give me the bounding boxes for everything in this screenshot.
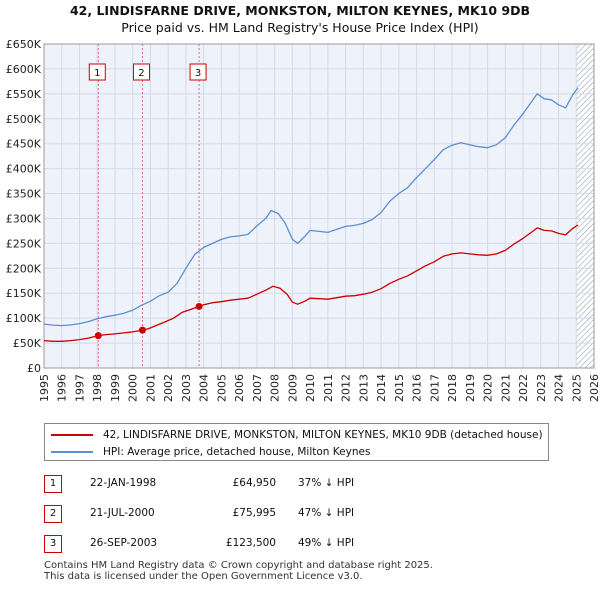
transaction-vs-hpi: 49% ↓ HPI: [298, 537, 355, 549]
x-tick-label: 2004: [198, 374, 211, 402]
y-tick-label: £50K: [13, 337, 42, 350]
x-tick-label: 1998: [91, 374, 104, 402]
x-tick-label: 2015: [393, 374, 406, 402]
table-row: 1 22-JAN-1998 £64,950 37% ↓ HPI: [44, 475, 564, 495]
chart: £0 £50K £100K £150K £200K £250K £300K £350K £400…: [6, 38, 600, 402]
sale-number-label: 2: [138, 68, 144, 79]
legend-label-hpi: HPI: Average price, detached house, Milt…: [103, 446, 371, 458]
y-tick-label: £300K: [6, 212, 42, 225]
legend-label-price-paid: 42, LINDISFARNE DRIVE, MONKSTON, MILTON …: [103, 429, 543, 441]
plot-frame: [43, 43, 595, 369]
legend: 42, LINDISFARNE DRIVE, MONKSTON, MILTON …: [44, 423, 549, 461]
chart-subtitle: Price paid vs. HM Land Registry's House …: [121, 20, 479, 35]
sale-number-box: [189, 63, 207, 81]
x-tick-label: 2016: [411, 374, 424, 402]
transaction-vs-hpi: 47% ↓ HPI: [298, 507, 355, 519]
x-tick-label: 2011: [322, 374, 335, 402]
sale-number-box: [132, 63, 150, 81]
legend-item-price-paid: 42, LINDISFARNE DRIVE, MONKSTON, MILTON …: [51, 426, 543, 444]
chart-title: 42, LINDISFARNE DRIVE, MONKSTON, MILTON …: [69, 3, 531, 18]
footer: Contains HM Land Registry data © Crown c…: [44, 560, 433, 582]
x-tick-label: 2006: [233, 374, 246, 402]
x-tick-label: 1996: [56, 374, 69, 402]
x-tick-label: 2013: [357, 374, 370, 402]
y-tick-label: £100K: [6, 312, 42, 325]
transaction-vs-hpi: 37% ↓ HPI: [298, 477, 355, 489]
y-tick-label: £200K: [6, 262, 42, 275]
sale-number-label: 1: [94, 68, 100, 79]
transaction-price: £75,995: [232, 507, 276, 519]
x-tick-label: 2025: [570, 374, 583, 402]
x-tick-label: 2014: [375, 374, 388, 402]
x-tick-label: 2026: [588, 374, 600, 402]
sale-number-box: [88, 63, 106, 81]
y-tick-label: £150K: [6, 287, 42, 300]
table-row: 3 26-SEP-2003 £123,500 49% ↓ HPI: [44, 535, 564, 555]
y-tick-label: £450K: [6, 138, 42, 151]
transaction-date: 21-JUL-2000: [90, 507, 155, 519]
x-tick-label: 1999: [109, 374, 122, 402]
x-tick-label: 2018: [446, 374, 459, 402]
hpi-series-line: [43, 87, 579, 327]
x-tick-label: 1995: [38, 374, 51, 402]
sale-point: [94, 332, 102, 340]
plot-background: [44, 44, 594, 368]
x-tick-label: 2019: [464, 374, 477, 402]
footer-licence: This data is licensed under the Open Gov…: [44, 571, 363, 582]
legend-swatch-hpi: [51, 451, 93, 453]
x-tick-label: 1997: [73, 374, 86, 402]
y-tick-label: £250K: [6, 237, 42, 250]
x-tick-label: 2012: [340, 374, 353, 402]
y-tick-label: £0: [27, 362, 41, 375]
table-row: 2 21-JUL-2000 £75,995 47% ↓ HPI: [44, 505, 564, 525]
y-tick-label: £650K: [6, 38, 42, 51]
sale-point: [195, 302, 203, 310]
x-tick-label: 2000: [127, 374, 140, 402]
x-tick-label: 2020: [482, 374, 495, 402]
legend-item-hpi: HPI: Average price, detached house, Milt…: [51, 443, 370, 461]
forecast-hatched-region: [576, 44, 594, 368]
y-tick-label: £350K: [6, 188, 42, 201]
legend-swatch-price-paid: [51, 434, 93, 436]
transaction-price: £123,500: [225, 537, 276, 549]
x-tick-label: 2023: [535, 374, 548, 402]
transaction-number: 1: [44, 475, 62, 493]
x-tick-label: 2017: [428, 374, 441, 402]
y-tick-label: £600K: [6, 63, 42, 76]
x-tick-label: 2021: [499, 374, 512, 402]
transaction-number: 3: [44, 535, 62, 553]
x-tick-label: 2010: [304, 374, 317, 402]
sale-point: [138, 326, 146, 334]
transaction-price: £64,950: [232, 477, 276, 489]
transaction-date: 26-SEP-2003: [90, 537, 158, 549]
transaction-number: 2: [44, 505, 62, 523]
x-tick-label: 2003: [180, 374, 193, 402]
x-tick-label: 2005: [215, 374, 228, 402]
footer-copyright: Contains HM Land Registry data © Crown c…: [44, 560, 433, 571]
x-tick-label: 2007: [251, 374, 264, 402]
x-tick-label: 2002: [162, 374, 175, 402]
x-tick-label: 2009: [286, 374, 299, 402]
chart-title-block: 42, LINDISFARNE DRIVE, MONKSTON, MILTON …: [0, 2, 600, 36]
x-tick-label: 2024: [553, 374, 566, 402]
y-tick-label: £550K: [6, 88, 42, 101]
x-tick-label: 2001: [144, 374, 157, 402]
x-tick-label: 2008: [269, 374, 282, 402]
transaction-date: 22-JAN-1998: [90, 477, 157, 489]
sale-number-label: 3: [195, 68, 201, 79]
y-tick-label: £400K: [6, 163, 42, 176]
x-tick-label: 2022: [517, 374, 530, 402]
y-tick-label: £500K: [6, 113, 42, 126]
